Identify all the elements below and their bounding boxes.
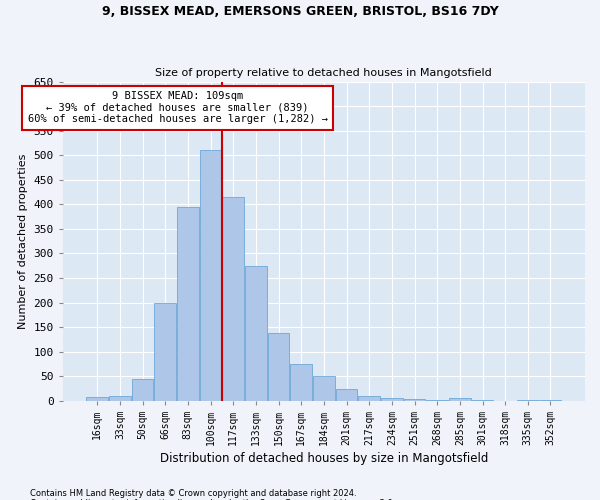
Title: Size of property relative to detached houses in Mangotsfield: Size of property relative to detached ho…	[155, 68, 492, 78]
Bar	[290, 364, 312, 401]
Bar	[358, 396, 380, 401]
Bar	[381, 398, 403, 401]
Text: Contains public sector information licensed under the Open Government Licence v3: Contains public sector information licen…	[30, 498, 395, 500]
Bar	[223, 197, 244, 401]
Bar	[404, 400, 425, 401]
Bar	[200, 150, 221, 401]
Bar	[268, 334, 289, 401]
Bar	[177, 207, 199, 401]
Bar	[449, 398, 470, 401]
Bar	[472, 400, 493, 401]
Bar	[313, 376, 335, 401]
Text: 9 BISSEX MEAD: 109sqm
← 39% of detached houses are smaller (839)
60% of semi-det: 9 BISSEX MEAD: 109sqm ← 39% of detached …	[28, 91, 328, 124]
Bar	[86, 397, 108, 401]
X-axis label: Distribution of detached houses by size in Mangotsfield: Distribution of detached houses by size …	[160, 452, 488, 465]
Bar	[154, 302, 176, 401]
Bar	[517, 400, 539, 401]
Bar	[245, 266, 266, 401]
Bar	[427, 400, 448, 401]
Text: 9, BISSEX MEAD, EMERSONS GREEN, BRISTOL, BS16 7DY: 9, BISSEX MEAD, EMERSONS GREEN, BRISTOL,…	[101, 5, 499, 18]
Bar	[540, 400, 561, 401]
Bar	[336, 388, 357, 401]
Y-axis label: Number of detached properties: Number of detached properties	[18, 154, 28, 329]
Bar	[109, 396, 131, 401]
Text: Contains HM Land Registry data © Crown copyright and database right 2024.: Contains HM Land Registry data © Crown c…	[30, 488, 356, 498]
Bar	[132, 378, 154, 401]
